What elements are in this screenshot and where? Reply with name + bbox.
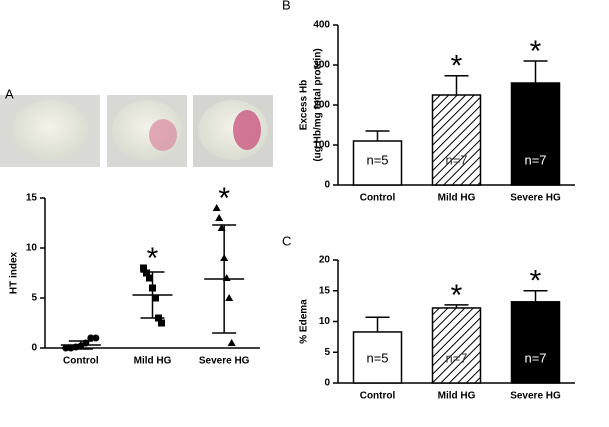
n-label: n=5 <box>366 152 388 167</box>
point <box>62 344 70 352</box>
y-tick-label: 0 <box>324 180 330 191</box>
x-tick-label: Severe HG <box>199 356 250 367</box>
y-tick-label: 10 <box>26 243 38 254</box>
x-tick-label: Mild HG <box>438 193 476 204</box>
y-tick-label: 300 <box>313 60 330 71</box>
bar <box>352 140 403 186</box>
point <box>152 294 159 302</box>
significance-mark: * <box>451 279 463 312</box>
x-tick-label: Severe HG <box>510 391 561 402</box>
x-tick-label: Control <box>360 391 396 402</box>
y-tick-label: 5 <box>31 293 37 304</box>
n-label: n=7 <box>445 152 467 167</box>
x-tick-label: Mild HG <box>438 391 476 402</box>
point <box>212 204 221 211</box>
n-label: n=7 <box>445 350 467 365</box>
x-tick-label: Control <box>360 193 396 204</box>
y-axis-label: (ug Hb/mg total protein) <box>313 48 324 161</box>
point <box>225 294 234 301</box>
point <box>143 269 150 277</box>
y-axis-label: % Edema <box>299 299 310 344</box>
n-label: n=7 <box>524 152 546 167</box>
x-tick-label: Control <box>63 356 99 367</box>
significance-mark: * <box>530 35 542 68</box>
y-tick-label: 10 <box>319 316 331 327</box>
point <box>92 334 100 342</box>
point <box>140 264 147 272</box>
panel-label: C <box>282 233 291 248</box>
point <box>146 274 153 282</box>
n-label: n=7 <box>524 350 546 365</box>
y-tick-label: 0 <box>31 343 37 354</box>
point <box>158 319 165 327</box>
significance-mark: * <box>530 265 542 298</box>
y-tick-label: 5 <box>324 347 330 358</box>
significance-mark: * <box>451 50 463 83</box>
y-tick-label: 200 <box>313 100 330 111</box>
y-axis-label: Excess Hb <box>299 80 310 131</box>
y-tick-label: 100 <box>313 140 330 151</box>
brain-images <box>0 95 273 167</box>
bar <box>352 331 403 384</box>
point <box>87 334 95 342</box>
point <box>227 339 236 346</box>
point <box>215 214 224 221</box>
y-axis-label: HT index <box>9 251 20 294</box>
x-tick-label: Mild HG <box>134 356 172 367</box>
y-tick-label: 15 <box>319 285 331 296</box>
y-tick-label: 0 <box>324 378 330 389</box>
x-tick-label: Severe HG <box>510 193 561 204</box>
significance-mark: * <box>147 242 159 275</box>
panel-label: B <box>282 0 291 12</box>
bar <box>431 307 482 384</box>
bar <box>431 94 482 186</box>
bar <box>510 301 561 384</box>
panel-label: A <box>5 86 14 101</box>
y-tick-label: 20 <box>319 255 331 266</box>
significance-mark: * <box>218 182 230 215</box>
y-tick-label: 15 <box>26 193 38 204</box>
n-label: n=5 <box>366 350 388 365</box>
bar <box>510 82 561 186</box>
y-tick-label: 400 <box>313 20 330 31</box>
